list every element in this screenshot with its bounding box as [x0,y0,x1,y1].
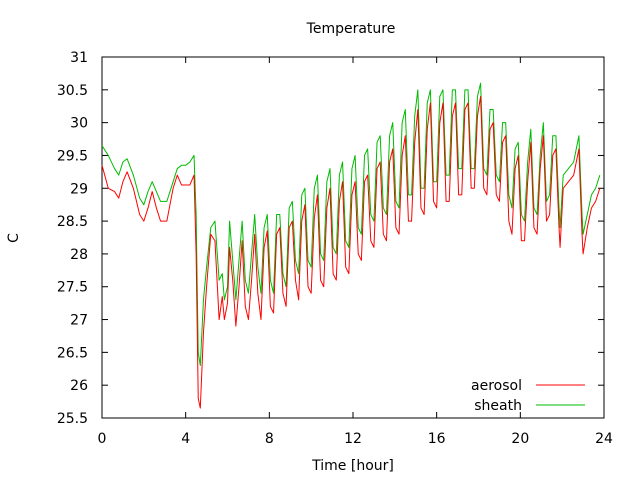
x-ticks: 0 4 8 12 16 20 24 [98,57,613,447]
y-tick-label: 29.5 [57,148,88,164]
y-ticks: 25.5 26 26.5 27 27.5 28 28.5 29 29.5 30 30.5 31 [57,50,604,427]
y-tick-label: 28.5 [57,214,88,230]
y-tick-label: 30.5 [57,83,88,99]
series-line-sheath [101,82,601,366]
y-tick-label: 28 [70,247,88,263]
plot-frame [101,56,605,419]
chart-title: Temperature [306,21,396,37]
x-tick-label: 12 [344,431,362,447]
series-line-aerosol [101,95,601,409]
x-tick-label: 24 [595,431,613,447]
legend-label-sheath: sheath [474,398,522,414]
x-tick-label: 20 [511,431,529,447]
x-tick-label: 16 [428,431,446,447]
legend: aerosol sheath [471,378,585,414]
y-tick-label: 27.5 [57,280,88,296]
x-axis-label: Time [hour] [311,458,394,474]
y-tick-label: 25.5 [57,411,88,427]
x-tick-label: 0 [98,431,107,447]
legend-label-aerosol: aerosol [471,378,522,394]
y-tick-label: 29 [70,181,88,197]
series-lines [101,82,601,409]
y-tick-label: 27 [70,313,88,329]
y-axis-label: C [6,233,22,243]
y-tick-label: 30 [70,116,88,132]
x-tick-label: 8 [265,431,274,447]
y-tick-label: 26 [70,378,88,394]
y-tick-label: 26.5 [57,345,88,361]
y-tick-label: 31 [70,50,88,66]
x-tick-label: 4 [181,431,190,447]
